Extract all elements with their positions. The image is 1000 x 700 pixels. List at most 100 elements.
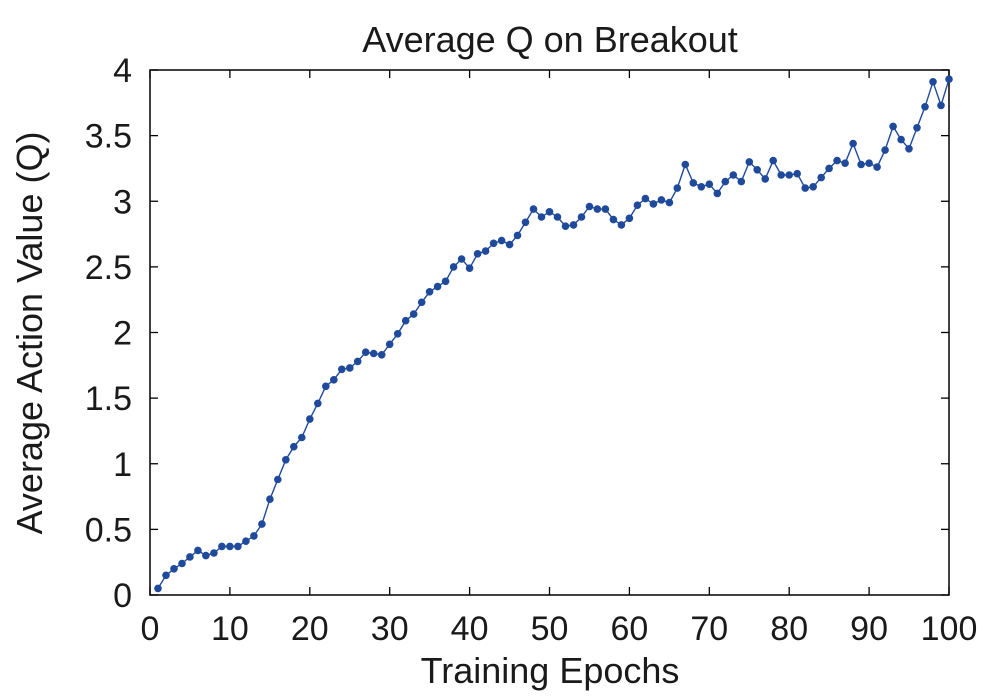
- y-axis-label: Average Action Value (Q): [9, 132, 50, 535]
- data-point: [609, 215, 618, 224]
- y-tick-label: 1.5: [85, 380, 132, 418]
- data-point: [689, 179, 698, 187]
- data-point: [266, 495, 274, 504]
- data-point: [577, 213, 586, 221]
- data-point: [849, 139, 857, 148]
- data-point: [322, 382, 330, 391]
- data-point: [857, 160, 865, 169]
- data-point: [673, 184, 682, 192]
- data-point: [889, 122, 897, 131]
- x-tick-label: 90: [850, 610, 888, 648]
- data-point: [441, 277, 450, 286]
- data-point: [202, 551, 210, 560]
- data-point: [865, 159, 873, 167]
- data-point: [769, 156, 777, 165]
- axis-ticks: [149, 69, 950, 596]
- data-point: [465, 264, 474, 273]
- data-point: [929, 78, 937, 86]
- data-point: [473, 250, 482, 258]
- data-point: [785, 171, 793, 179]
- data-point: [705, 180, 714, 188]
- data-point: [601, 205, 610, 213]
- data-point: [489, 239, 498, 248]
- x-tick-label: 80: [770, 610, 808, 648]
- data-point: [330, 376, 338, 384]
- y-tick-label: 2: [113, 315, 132, 353]
- data-point: [393, 330, 402, 338]
- data-point: [242, 537, 250, 545]
- x-tick-label: 20: [291, 610, 329, 648]
- data-point: [513, 231, 522, 240]
- data-point: [617, 221, 626, 229]
- data-point: [625, 214, 634, 223]
- data-point: [657, 196, 666, 204]
- data-point: [649, 200, 658, 208]
- data-point: [553, 213, 562, 221]
- data-point: [481, 247, 490, 255]
- data-point: [226, 542, 234, 551]
- data-point: [585, 202, 594, 211]
- data-point: [449, 263, 458, 271]
- data-point: [274, 475, 282, 484]
- data-point: [833, 156, 841, 165]
- data-point: [529, 205, 538, 213]
- series-line: [157, 78, 950, 589]
- data-point: [793, 169, 801, 178]
- data-point: [433, 282, 442, 291]
- data-point: [338, 365, 346, 374]
- data-point: [777, 171, 785, 179]
- data-point: [497, 236, 506, 245]
- y-tick-label: 3.5: [85, 118, 132, 156]
- data-point: [937, 101, 945, 110]
- data-point: [881, 146, 889, 154]
- data-point: [561, 222, 570, 230]
- data-point: [665, 198, 674, 207]
- data-point: [290, 442, 298, 451]
- data-point: [737, 177, 746, 186]
- data-point: [234, 542, 242, 551]
- data-point: [457, 255, 466, 263]
- data-point: [162, 571, 170, 580]
- data-point: [258, 520, 266, 528]
- data-point: [409, 310, 418, 318]
- x-tick-label: 30: [371, 610, 409, 648]
- data-point: [505, 240, 514, 249]
- data-point: [385, 340, 394, 349]
- data-point: [425, 288, 434, 296]
- data-point: [721, 177, 730, 186]
- data-point: [194, 546, 202, 555]
- data-point: [913, 124, 921, 132]
- data-point: [361, 348, 370, 357]
- data-point: [905, 145, 913, 153]
- data-point: [681, 160, 690, 169]
- data-point: [745, 158, 754, 166]
- y-tick-label: 0.5: [85, 511, 132, 549]
- data-point: [761, 175, 769, 183]
- data-point: [170, 565, 178, 573]
- data-point: [817, 173, 825, 182]
- data-point: [697, 183, 706, 191]
- data-point: [825, 164, 833, 173]
- y-tick-label: 0: [113, 577, 132, 615]
- data-point: [713, 189, 722, 198]
- data-point: [306, 415, 314, 423]
- data-point: [873, 163, 881, 171]
- data-point: [282, 456, 290, 464]
- x-axis-label: Training Epochs: [421, 650, 680, 691]
- data-point: [178, 559, 186, 568]
- data-point: [369, 349, 378, 358]
- data-point: [921, 103, 929, 111]
- data-point: [186, 553, 194, 561]
- data-point: [593, 205, 602, 213]
- y-tick-label: 2.5: [85, 249, 132, 287]
- data-point: [809, 183, 817, 191]
- data-point: [569, 221, 578, 229]
- data-points: [154, 75, 953, 593]
- x-tick-label: 60: [610, 610, 648, 648]
- x-tick-labels: 0 10 20 30 40 50 60 70 80 90 100: [141, 610, 978, 648]
- y-tick-label: 1: [113, 446, 132, 484]
- x-tick-label: 10: [211, 610, 249, 648]
- data-point: [521, 218, 530, 227]
- data-point: [210, 549, 218, 557]
